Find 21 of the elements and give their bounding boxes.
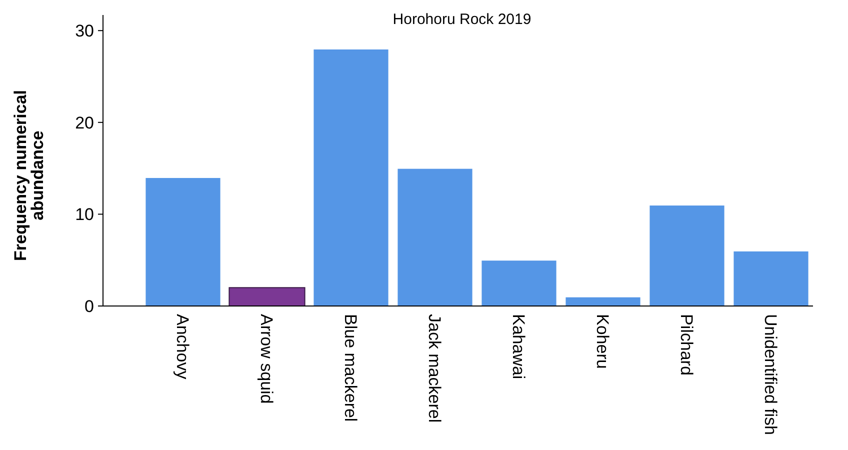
bar [312,48,390,306]
bar [480,260,558,306]
chart-title: Horohoru Rock 2019 [392,11,532,28]
bar [732,250,810,306]
y-tick-label: 0 [84,296,94,316]
y-axis-title: Frequency numerical abundance [11,90,47,262]
x-tick-label: Unidentified fish [761,314,780,435]
x-tick-label: Jack mackerel [425,314,444,423]
x-tick-label: Koheru [593,314,612,369]
x-tick-label: Anchovy [173,314,192,380]
y-tick-label: 10 [75,205,94,224]
bar [144,176,222,306]
bar [396,168,474,306]
bar [648,204,726,306]
y-tick-label: 30 [75,22,94,41]
x-tick-label: Pilchard [677,314,696,376]
x-tick-label: Kahawai [509,314,528,380]
bar [228,287,306,306]
y-tick-label: 20 [75,113,94,132]
x-tick-label: Blue mackerel [341,314,360,422]
x-tick-label: Arrow squid [257,314,276,404]
